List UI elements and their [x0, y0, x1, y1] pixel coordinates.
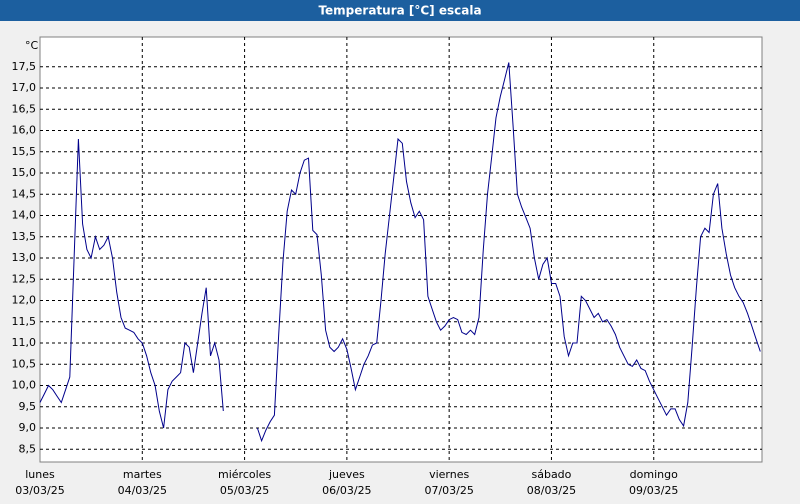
y-tick-label: 17,5 — [12, 60, 37, 73]
y-tick-label: 9,5 — [19, 400, 37, 413]
x-date-label: 07/03/25 — [424, 484, 473, 497]
y-tick-label: 11,5 — [12, 315, 37, 328]
x-date-label: 03/03/25 — [15, 484, 64, 497]
chart-title: Temperatura [°C] escala — [318, 4, 481, 18]
x-day-label: lunes — [25, 468, 55, 481]
x-date-label: 09/03/25 — [629, 484, 678, 497]
y-tick-label: 10,0 — [12, 379, 37, 392]
x-day-label: martes — [123, 468, 162, 481]
x-day-label: viernes — [429, 468, 469, 481]
x-day-label: miércoles — [218, 468, 271, 481]
y-unit: °C — [25, 39, 39, 52]
y-tick-label: 8,5 — [19, 442, 37, 455]
x-date-label: 04/03/25 — [118, 484, 167, 497]
y-tick-label: 17,0 — [12, 81, 37, 94]
y-tick-label: 9,0 — [19, 421, 37, 434]
y-tick-label: 14,5 — [12, 187, 37, 200]
y-tick-label: 15,5 — [12, 145, 37, 158]
x-day-label: sábado — [531, 468, 571, 481]
title-bar — [0, 0, 800, 21]
y-tick-label: 16,0 — [12, 124, 37, 137]
y-tick-label: 12,5 — [12, 272, 37, 285]
y-tick-label: 11,0 — [12, 336, 37, 349]
y-tick-label: 12,0 — [12, 294, 37, 307]
y-tick-label: 16,5 — [12, 102, 37, 115]
y-tick-label: 13,5 — [12, 230, 37, 243]
y-tick-label: 15,0 — [12, 166, 37, 179]
x-date-label: 08/03/25 — [527, 484, 576, 497]
x-date-label: 06/03/25 — [322, 484, 371, 497]
x-date-label: 05/03/25 — [220, 484, 269, 497]
plot-area — [39, 36, 763, 463]
y-tick-label: 10,5 — [12, 357, 37, 370]
y-tick-label: 13,0 — [12, 251, 37, 264]
x-day-label: jueves — [328, 468, 365, 481]
y-tick-label: 14,0 — [12, 209, 37, 222]
temperature-line — [39, 62, 761, 443]
x-day-label: domingo — [630, 468, 678, 481]
